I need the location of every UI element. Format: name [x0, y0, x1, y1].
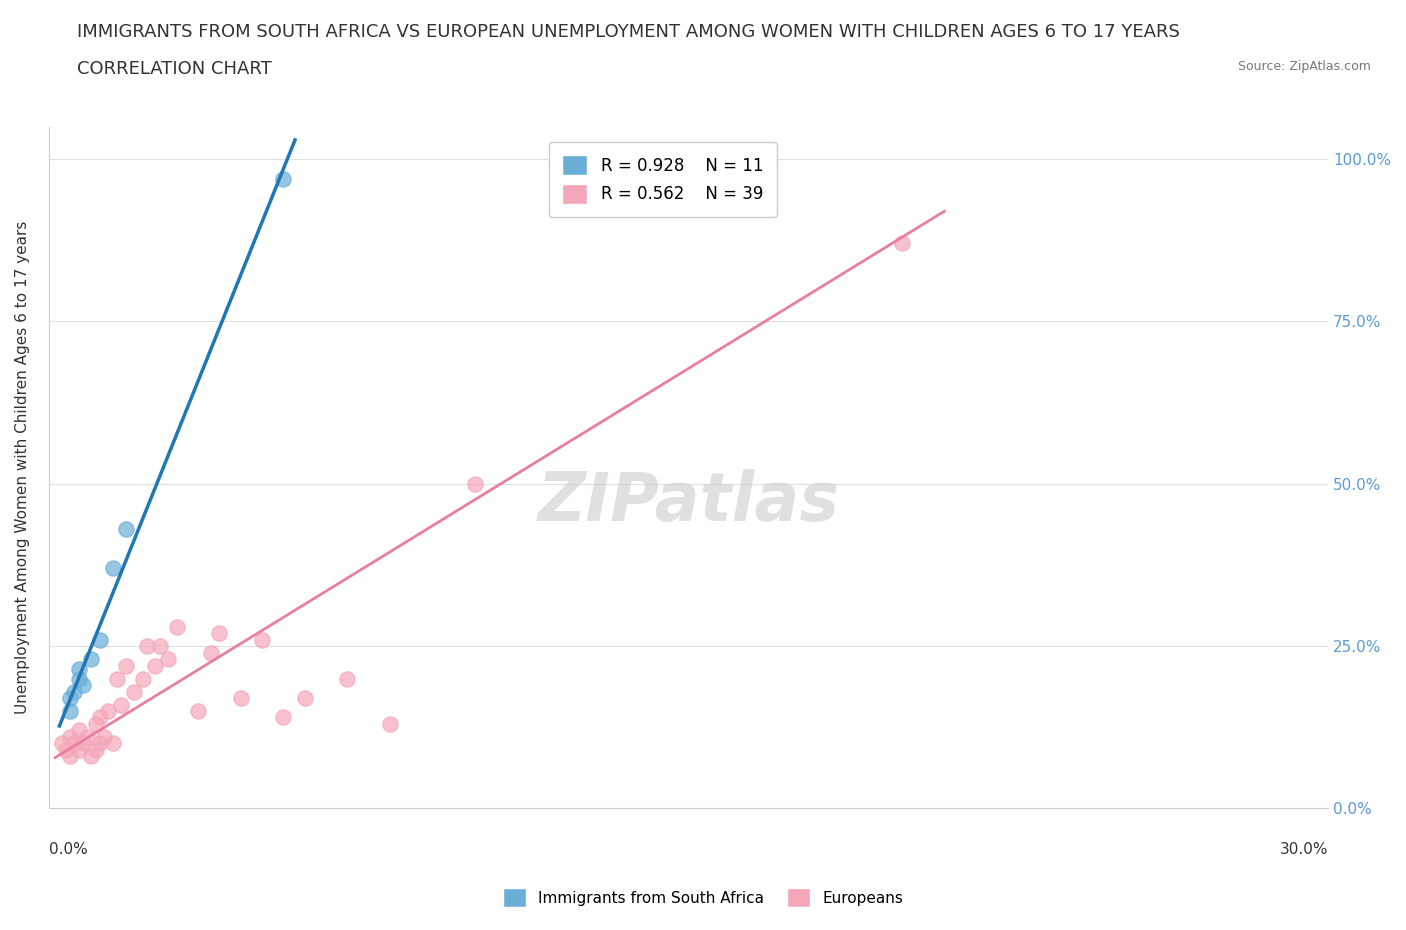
Point — [67, 671, 90, 686]
Point — [84, 716, 107, 731]
Point — [55, 742, 77, 757]
Point — [59, 691, 82, 706]
Point — [464, 476, 486, 491]
Text: CORRELATION CHART: CORRELATION CHART — [77, 60, 273, 78]
Point — [149, 639, 172, 654]
Point — [208, 626, 231, 641]
Y-axis label: Unemployment Among Women with Children Ages 6 to 17 years: Unemployment Among Women with Children A… — [15, 220, 30, 714]
Point — [114, 522, 136, 537]
Point — [229, 691, 252, 706]
Point — [378, 716, 401, 731]
Point — [51, 736, 73, 751]
Point — [84, 742, 107, 757]
Point — [101, 561, 124, 576]
Point — [166, 619, 188, 634]
Point — [59, 729, 82, 744]
Point — [72, 678, 94, 693]
Point — [80, 749, 103, 764]
Point — [59, 749, 82, 764]
Point — [93, 729, 115, 744]
Point — [294, 691, 316, 706]
Point — [105, 671, 128, 686]
Point — [200, 645, 222, 660]
Legend: Immigrants from South Africa, Europeans: Immigrants from South Africa, Europeans — [496, 883, 910, 913]
Point — [67, 661, 90, 676]
Point — [67, 723, 90, 737]
Point — [634, 197, 657, 212]
Point — [89, 632, 111, 647]
Point — [336, 671, 359, 686]
Point — [135, 639, 157, 654]
Text: 30.0%: 30.0% — [1279, 843, 1329, 857]
Point — [63, 736, 86, 751]
Point — [271, 710, 294, 724]
Point — [76, 729, 98, 744]
Point — [157, 652, 180, 667]
Point — [97, 704, 120, 719]
Point — [145, 658, 167, 673]
Point — [187, 704, 209, 719]
Point — [114, 658, 136, 673]
Legend: R = 0.928    N = 11, R = 0.562    N = 39: R = 0.928 N = 11, R = 0.562 N = 39 — [550, 141, 776, 218]
Point — [250, 632, 273, 647]
Point — [271, 171, 294, 186]
Text: 0.0%: 0.0% — [49, 843, 87, 857]
Text: Source: ZipAtlas.com: Source: ZipAtlas.com — [1237, 60, 1371, 73]
Text: ZIPatlas: ZIPatlas — [537, 469, 839, 535]
Point — [89, 710, 111, 724]
Point — [101, 736, 124, 751]
Point — [80, 652, 103, 667]
Point — [63, 684, 86, 699]
Point — [72, 736, 94, 751]
Text: IMMIGRANTS FROM SOUTH AFRICA VS EUROPEAN UNEMPLOYMENT AMONG WOMEN WITH CHILDREN : IMMIGRANTS FROM SOUTH AFRICA VS EUROPEAN… — [77, 23, 1180, 41]
Point — [131, 671, 153, 686]
Point — [122, 684, 145, 699]
Point — [89, 736, 111, 751]
Point — [890, 236, 912, 251]
Point — [59, 704, 82, 719]
Point — [110, 698, 132, 712]
Point — [67, 742, 90, 757]
